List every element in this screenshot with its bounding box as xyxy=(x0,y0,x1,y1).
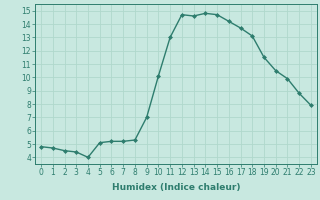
X-axis label: Humidex (Indice chaleur): Humidex (Indice chaleur) xyxy=(112,183,240,192)
